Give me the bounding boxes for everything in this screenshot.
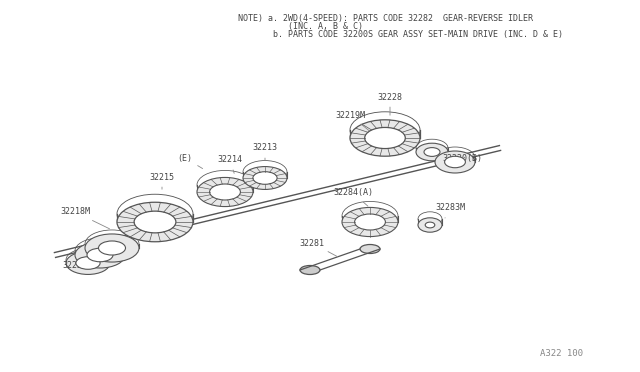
Text: 32219M: 32219M [335,110,376,136]
Text: 32215: 32215 [150,173,175,189]
Ellipse shape [342,208,398,237]
Text: 32220(B): 32220(B) [442,154,482,163]
Text: NOTE) a. 2WD(4-SPEED): PARTS CODE 32282  GEAR-REVERSE IDLER: NOTE) a. 2WD(4-SPEED): PARTS CODE 32282 … [238,14,533,23]
Ellipse shape [418,218,442,232]
Text: 32221: 32221 [63,260,88,269]
Text: 32218M: 32218M [60,208,109,229]
Ellipse shape [66,251,110,275]
Ellipse shape [300,266,320,275]
Text: 32283M: 32283M [435,203,465,218]
Ellipse shape [75,242,125,268]
Ellipse shape [253,172,277,184]
Ellipse shape [117,202,193,242]
Text: (INC. A, B & C): (INC. A, B & C) [238,22,363,31]
Ellipse shape [350,120,420,156]
Ellipse shape [87,248,113,262]
Ellipse shape [76,257,100,269]
Text: (E): (E) [177,154,203,169]
Ellipse shape [210,184,241,200]
Text: 32228: 32228 [378,93,403,115]
Ellipse shape [243,167,287,189]
Ellipse shape [355,214,385,230]
Text: A322 100: A322 100 [540,349,583,358]
Ellipse shape [85,234,139,262]
Text: b. PARTS CODE 32200S GEAR ASSY SET-MAIN DRIVE (INC. D & E): b. PARTS CODE 32200S GEAR ASSY SET-MAIN … [238,30,563,39]
Text: 32214: 32214 [218,155,243,173]
Ellipse shape [424,148,440,156]
Text: 32284(A): 32284(A) [333,189,373,206]
Ellipse shape [445,156,465,168]
Ellipse shape [99,241,125,255]
Ellipse shape [134,211,176,233]
Ellipse shape [365,128,405,148]
Ellipse shape [197,177,253,206]
Text: 32281: 32281 [300,238,337,257]
Ellipse shape [360,244,380,253]
Text: 32213: 32213 [253,144,278,160]
Text: 32219: 32219 [99,244,125,253]
Ellipse shape [435,151,475,173]
Ellipse shape [425,222,435,228]
Ellipse shape [416,143,448,161]
